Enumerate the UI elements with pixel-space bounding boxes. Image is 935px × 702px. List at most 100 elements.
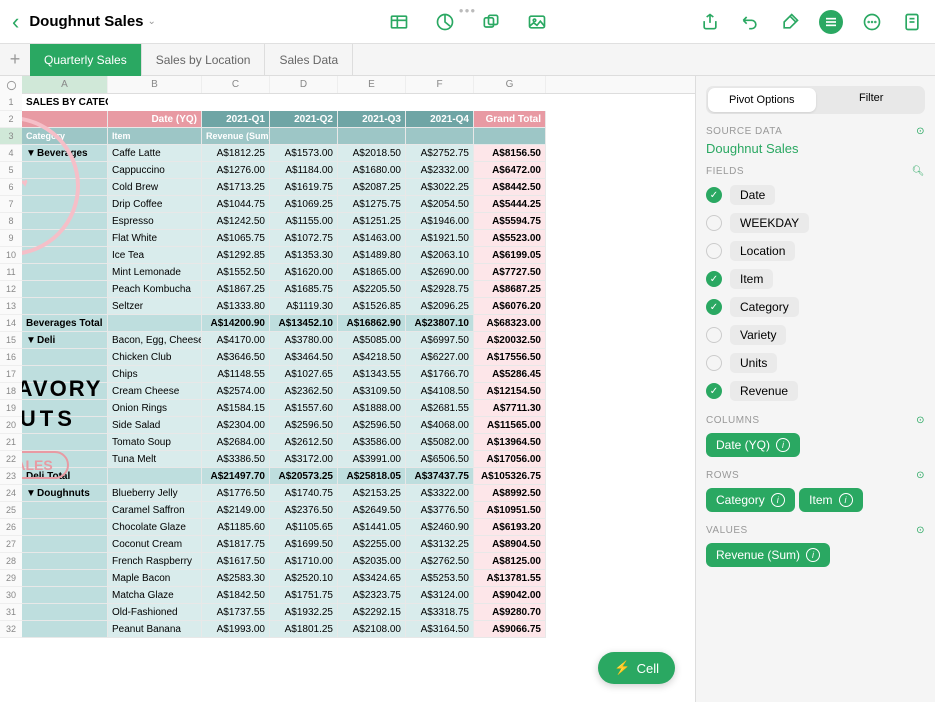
row-header-32[interactable]: 32 (0, 621, 22, 638)
field-checkbox[interactable] (706, 355, 722, 371)
value-cell[interactable]: A$1801.25 (270, 621, 338, 638)
item-cell[interactable]: Drip Coffee (108, 196, 202, 213)
item-cell[interactable]: Side Salad (108, 417, 202, 434)
value-cell[interactable]: A$5085.00 (338, 332, 406, 349)
row-header-22[interactable]: 22 (0, 451, 22, 468)
value-cell[interactable]: A$2520.10 (270, 570, 338, 587)
sheet-tab-2[interactable]: Sales Data (265, 44, 353, 76)
row-header-3[interactable]: 3 (0, 128, 22, 145)
category-cell[interactable]: ▼Doughnuts (22, 485, 108, 502)
gt-cell[interactable]: A$5286.45 (474, 366, 546, 383)
cell[interactable] (338, 94, 406, 111)
cell[interactable] (22, 570, 108, 587)
sheet-tab-1[interactable]: Sales by Location (142, 44, 266, 76)
row-header-5[interactable]: 5 (0, 162, 22, 179)
value-cell[interactable]: A$1993.00 (202, 621, 270, 638)
value-cell[interactable]: A$4218.50 (338, 349, 406, 366)
revenue-header[interactable]: Revenue (Sum) (202, 128, 270, 145)
value-cell[interactable]: A$2054.50 (406, 196, 474, 213)
field-checkbox[interactable]: ✓ (706, 187, 722, 203)
col-header-c[interactable]: C (202, 76, 270, 93)
value-cell[interactable]: A$1184.00 (270, 162, 338, 179)
gt-cell[interactable]: A$7727.50 (474, 264, 546, 281)
item-cell[interactable]: Maple Bacon (108, 570, 202, 587)
value-cell[interactable]: A$2096.25 (406, 298, 474, 315)
cell[interactable] (22, 502, 108, 519)
value-cell[interactable]: A$1867.25 (202, 281, 270, 298)
item-cell[interactable]: Flat White (108, 230, 202, 247)
value-cell[interactable]: A$3318.75 (406, 604, 474, 621)
item-cell[interactable]: Onion Rings (108, 400, 202, 417)
value-cell[interactable]: A$2018.50 (338, 145, 406, 162)
gt-cell[interactable]: A$5594.75 (474, 213, 546, 230)
value-cell[interactable]: A$1489.80 (338, 247, 406, 264)
format-brush-icon[interactable] (779, 11, 801, 33)
document-title[interactable]: Doughnut Sales (29, 13, 143, 30)
table-icon[interactable] (388, 11, 410, 33)
value-cell[interactable]: A$1865.00 (338, 264, 406, 281)
value-cell[interactable]: A$2376.50 (270, 502, 338, 519)
value-cell[interactable]: A$2063.10 (406, 247, 474, 264)
info-icon[interactable]: i (776, 438, 790, 452)
item-cell[interactable]: French Raspberry (108, 553, 202, 570)
value-cell[interactable]: A$2255.00 (338, 536, 406, 553)
row-header-31[interactable]: 31 (0, 604, 22, 621)
total-cell[interactable]: A$14200.90 (202, 315, 270, 332)
row-header-25[interactable]: 25 (0, 502, 22, 519)
cell[interactable] (22, 604, 108, 621)
value-cell[interactable]: A$3646.50 (202, 349, 270, 366)
value-cell[interactable]: A$1251.25 (338, 213, 406, 230)
value-cell[interactable]: A$1065.75 (202, 230, 270, 247)
value-cell[interactable]: A$3172.00 (270, 451, 338, 468)
field-pill[interactable]: Item (730, 269, 773, 289)
doc-menu-chevron-icon[interactable]: ⌄ (148, 16, 156, 27)
item-cell[interactable]: Tuna Melt (108, 451, 202, 468)
gt-cell[interactable]: A$8125.00 (474, 553, 546, 570)
value-cell[interactable]: A$3424.65 (338, 570, 406, 587)
select-all-corner[interactable] (0, 76, 22, 94)
field-pill[interactable]: Variety (730, 325, 786, 345)
value-cell[interactable]: A$1737.55 (202, 604, 270, 621)
sheet-tab-0[interactable]: Quarterly Sales (30, 44, 142, 76)
info-icon[interactable]: i (839, 493, 853, 507)
gt-cell[interactable]: A$10951.50 (474, 502, 546, 519)
row-header-1[interactable]: 1 (0, 94, 22, 111)
gt-cell[interactable]: A$9042.00 (474, 587, 546, 604)
item-cell[interactable]: Peanut Banana (108, 621, 202, 638)
value-cell[interactable]: A$2649.50 (338, 502, 406, 519)
cell[interactable] (474, 128, 546, 145)
value-cell[interactable]: A$2205.50 (338, 281, 406, 298)
gt-header[interactable]: Grand Total (474, 111, 546, 128)
value-cell[interactable]: A$1044.75 (202, 196, 270, 213)
value-cell[interactable]: A$3124.00 (406, 587, 474, 604)
row-header-16[interactable]: 16 (0, 349, 22, 366)
value-cell[interactable]: A$1617.50 (202, 553, 270, 570)
field-checkbox[interactable] (706, 243, 722, 259)
field-pill[interactable]: Location (730, 241, 795, 261)
cell[interactable] (202, 94, 270, 111)
gt-cell[interactable]: A$5523.00 (474, 230, 546, 247)
field-checkbox[interactable] (706, 327, 722, 343)
shape-icon[interactable] (480, 11, 502, 33)
item-cell[interactable]: Peach Kombucha (108, 281, 202, 298)
value-cell[interactable]: A$2035.00 (338, 553, 406, 570)
date-header[interactable]: Date (YQ) (108, 111, 202, 128)
col-header-a[interactable]: A (22, 76, 108, 93)
rows-pill-0[interactable]: Categoryi (706, 488, 795, 512)
value-cell[interactable]: A$1343.55 (338, 366, 406, 383)
filter-tab[interactable]: Filter (818, 86, 926, 114)
total-cell[interactable]: A$21497.70 (202, 468, 270, 485)
columns-pill-0[interactable]: Date (YQ)i (706, 433, 800, 457)
value-cell[interactable]: A$2304.00 (202, 417, 270, 434)
gt-cell[interactable]: A$8687.25 (474, 281, 546, 298)
value-cell[interactable]: A$1333.80 (202, 298, 270, 315)
item-cell[interactable]: Chicken Club (108, 349, 202, 366)
cell[interactable] (22, 621, 108, 638)
cell[interactable] (474, 94, 546, 111)
value-cell[interactable]: A$3586.00 (338, 434, 406, 451)
item-cell[interactable]: Tomato Soup (108, 434, 202, 451)
columns-more-icon[interactable]: ⊙ (916, 415, 925, 426)
row-header-24[interactable]: 24 (0, 485, 22, 502)
col-header-f[interactable]: F (406, 76, 474, 93)
value-cell[interactable]: A$1463.00 (338, 230, 406, 247)
